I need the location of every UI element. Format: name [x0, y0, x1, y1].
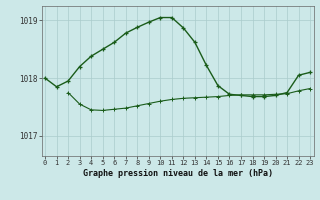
X-axis label: Graphe pression niveau de la mer (hPa): Graphe pression niveau de la mer (hPa): [83, 169, 273, 178]
